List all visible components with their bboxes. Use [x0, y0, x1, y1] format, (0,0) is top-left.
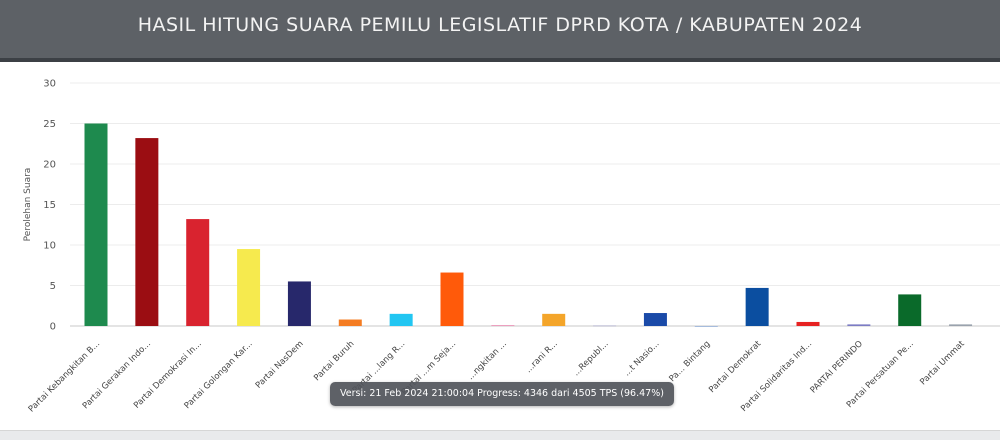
chart-title: HASIL HITUNG SUARA PEMILU LEGISLATIF DPR…	[137, 14, 863, 36]
y-tick-label: 0	[50, 322, 56, 333]
bottom-scroll-strip	[0, 430, 1000, 440]
x-category-label: Partai Buruh	[312, 339, 356, 383]
bar	[643, 313, 667, 326]
y-axis-label: Perolehan Suara	[23, 168, 33, 242]
bar	[847, 324, 871, 326]
bar	[237, 249, 261, 326]
bar	[186, 219, 210, 326]
bar	[389, 313, 413, 326]
x-category-label: PARTAI PERINDO	[809, 339, 866, 396]
bar	[898, 294, 922, 326]
x-category-label: Partai NasDem	[254, 339, 306, 391]
y-tick-label: 20	[43, 160, 56, 171]
bar	[440, 272, 464, 326]
x-category-label: Partai Ummat	[918, 339, 967, 388]
x-category-label: Pa... Bintang	[667, 339, 712, 384]
x-category-label: ...rani R...	[524, 339, 560, 375]
bar	[338, 319, 362, 326]
bar	[135, 138, 159, 326]
chart-header: HASIL HITUNG SUARA PEMILU LEGISLATIF DPR…	[0, 0, 1000, 62]
x-category-label: Partai Demokrat	[707, 339, 764, 396]
x-category-label: ...Republ...	[571, 339, 610, 378]
y-tick-label: 10	[43, 241, 56, 252]
x-category-label: ...ngkitan ...	[466, 339, 509, 382]
y-tick-label: 30	[43, 79, 56, 90]
bar	[593, 325, 617, 327]
bar	[287, 281, 311, 326]
bar	[745, 287, 769, 326]
bar	[491, 325, 515, 326]
y-tick-label: 5	[50, 281, 56, 292]
bar	[694, 326, 718, 327]
progress-tooltip: Versi: 21 Feb 2024 21:00:04 Progress: 43…	[330, 382, 674, 406]
bar	[84, 123, 108, 326]
y-tick-label: 25	[43, 119, 56, 130]
x-category-label: ...t Nasio...	[622, 339, 661, 378]
y-tick-label: 15	[43, 200, 56, 211]
bar	[542, 313, 566, 326]
bar	[949, 324, 973, 326]
bar	[796, 321, 820, 326]
